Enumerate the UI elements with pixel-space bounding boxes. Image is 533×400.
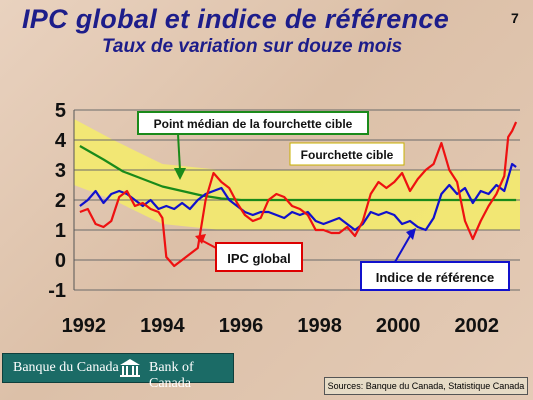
core-arrow-head xyxy=(406,228,416,240)
bank-building-icon xyxy=(120,359,140,377)
midpoint-arrow-head xyxy=(174,168,186,180)
series-line-midpoint xyxy=(79,145,517,202)
y-tick-label: 1 xyxy=(55,220,66,242)
logo-text-fr: Banque du Canada xyxy=(13,360,119,375)
y-tick-label: 0 xyxy=(55,250,66,272)
slide-number: 7 xyxy=(511,10,519,26)
y-tick-label: -1 xyxy=(48,280,66,302)
ipc-label: IPC global xyxy=(227,251,291,266)
x-tick-label: 1996 xyxy=(219,315,264,337)
core-label-box xyxy=(360,261,510,291)
series-line-ipc xyxy=(79,121,518,268)
y-tick-label: 3 xyxy=(55,160,66,182)
bank-logo: Banque du Canada Bank of Canada xyxy=(2,353,234,391)
x-tick-label: 2000 xyxy=(376,315,421,337)
series-line-core xyxy=(79,162,517,232)
y-tick-label: 2 xyxy=(55,190,66,212)
band-label: Fourchette cible xyxy=(301,148,394,162)
sources-note: Sources: Banque du Canada, Statistique C… xyxy=(324,377,528,395)
midpoint-label: Point médian de la fourchette cible xyxy=(154,117,353,131)
core-arrow-line xyxy=(394,235,411,263)
slide-title: IPC global et indice de référence xyxy=(22,4,450,34)
slide-subtitle: Taux de variation sur douze mois xyxy=(102,36,403,57)
y-tick-label: 5 xyxy=(55,100,66,122)
x-tick-label: 1998 xyxy=(297,315,342,337)
logo-text-en: Bank of Canada xyxy=(149,360,194,391)
y-tick-label: 4 xyxy=(55,130,67,152)
midpoint-label-box xyxy=(137,111,369,135)
ipc-arrow-head xyxy=(195,234,206,244)
x-tick-label: 1994 xyxy=(140,315,185,337)
midpoint-arrow-line xyxy=(177,133,181,171)
band-label-box xyxy=(289,142,405,166)
x-tick-label: 1992 xyxy=(62,315,107,337)
core-label: Indice de référence xyxy=(376,270,495,285)
x-tick-label: 2002 xyxy=(455,315,500,337)
ipc-label-box xyxy=(215,242,303,272)
target-band xyxy=(74,119,520,230)
